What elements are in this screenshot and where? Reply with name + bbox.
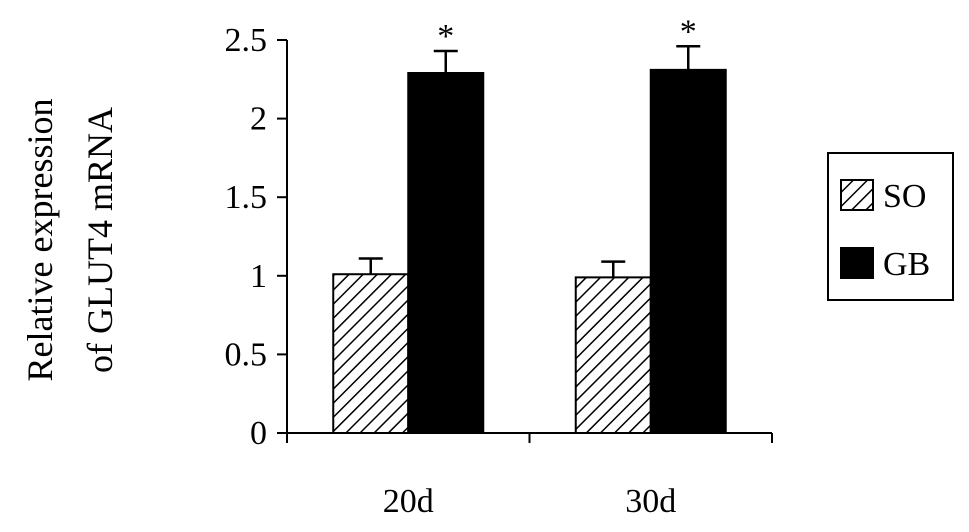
y-axis-ticks: 0 0.5 1 1.5 2 2.5 [225,22,287,452]
bar-so-30d [574,276,652,435]
y-tick-label: 1.5 [225,179,268,216]
bar-so-20d [332,273,410,434]
y-tick-label: 2.5 [225,22,268,59]
legend-swatch-so [840,179,874,211]
y-tick-label: 1 [250,258,267,295]
bar-gb-30d [649,68,727,434]
y-tick-label: 0.5 [225,336,268,373]
bars [332,68,727,435]
y-axis-label-line-1: Relative expression [20,99,60,382]
x-category-label: 20d [383,483,434,520]
significance-asterisk: * [680,13,697,50]
bar-gb-20d [407,72,485,435]
y-axis-label-line-2: of GLUT4 mRNA [80,107,120,373]
x-category-label: 30d [625,483,676,520]
significance-asterisk: * [437,18,454,55]
y-axis-label: Relative expression of GLUT4 mRNA [20,99,120,382]
legend-label-so: SO [883,178,926,215]
legend-swatch-gb [840,247,874,279]
y-tick-label: 2 [250,101,267,138]
x-axis-ticks: 20d 30d [286,433,773,520]
legend-label-gb: GB [883,246,930,283]
y-tick-label: 0 [250,415,267,452]
error-bars [358,45,701,278]
significance-markers: * * [437,13,697,55]
legend: SO GB [827,152,954,301]
